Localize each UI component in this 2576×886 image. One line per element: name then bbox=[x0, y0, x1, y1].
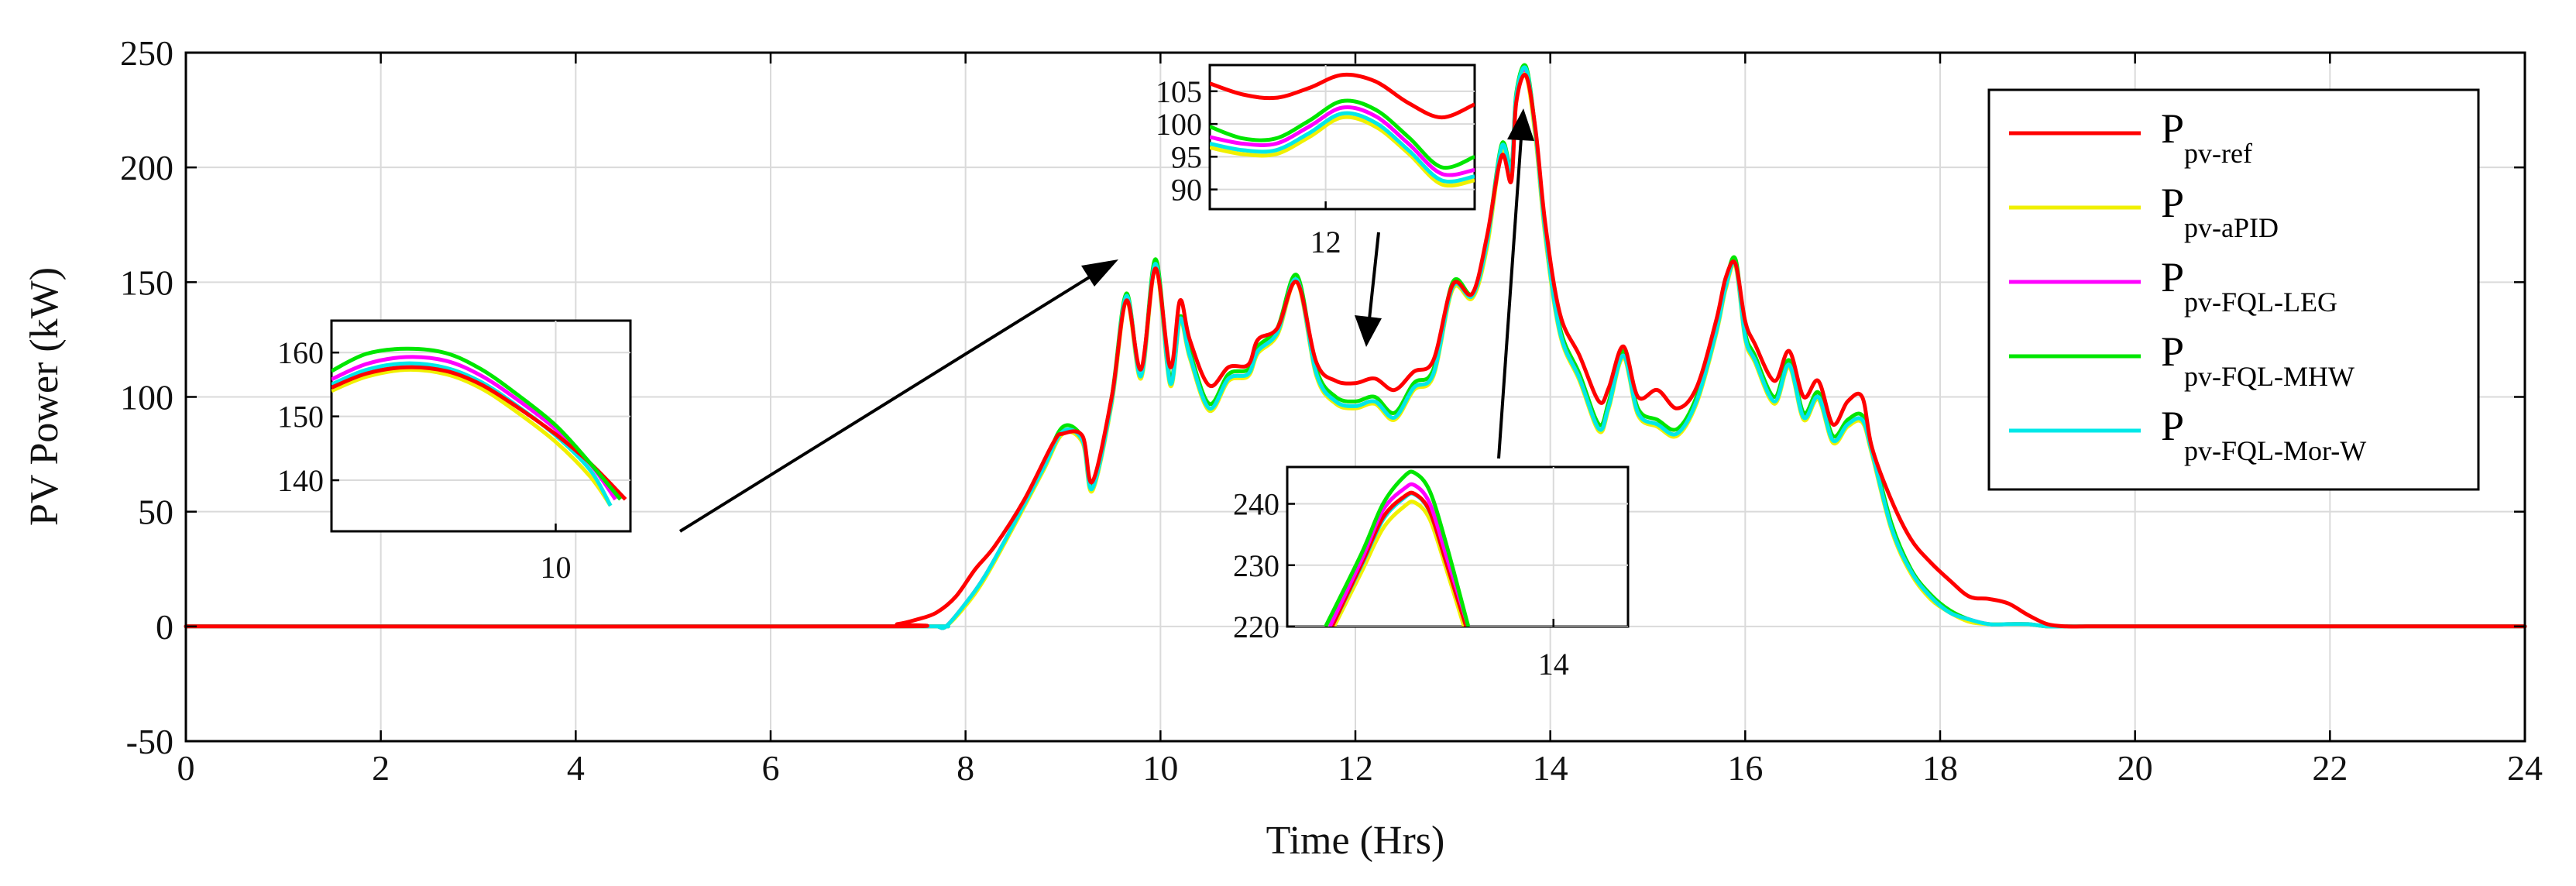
legend-label: Ppv-FQL-LEG bbox=[2161, 254, 2337, 318]
inset-series-line bbox=[1324, 469, 1471, 627]
arrow-to-14h-head bbox=[1507, 108, 1534, 141]
x-tick-label: 8 bbox=[957, 748, 974, 788]
x-tick-label: 6 bbox=[762, 748, 780, 788]
inset-x-tick-label: 10 bbox=[541, 550, 572, 585]
x-tick-label: 14 bbox=[1533, 748, 1568, 788]
inset-x-tick-label: 12 bbox=[1310, 225, 1341, 259]
inset-10h: 140 150 160 10 bbox=[277, 319, 632, 585]
axis-ticks bbox=[184, 51, 2526, 743]
inset-x-tick-label: 14 bbox=[1538, 647, 1569, 682]
legend-label: Ppv-FQL-MHW bbox=[2161, 328, 2354, 392]
y-tick-label: 250 bbox=[120, 33, 173, 73]
legend: Ppv-ref Ppv-aPID Ppv-FQL-LEG Ppv-FQL-MHW Ppv… bbox=[1987, 88, 2480, 491]
arrow-to-12h bbox=[1368, 232, 1380, 320]
inset-series-line bbox=[1210, 105, 1475, 177]
x-tick-label: 10 bbox=[1142, 748, 1178, 788]
inset-series-line bbox=[331, 346, 623, 501]
inset-y-tick-label: 220 bbox=[1233, 610, 1279, 644]
inset-series-line bbox=[1210, 72, 1475, 120]
inset-y-tick-label: 90 bbox=[1171, 173, 1202, 208]
y-axis-label: PV Power (kW) bbox=[22, 267, 67, 526]
inset-y-tick-label: 105 bbox=[1156, 74, 1202, 109]
inset-series-line bbox=[331, 361, 613, 507]
series-line-p-pv-ref bbox=[184, 73, 2527, 629]
inset-12h-frame bbox=[1208, 64, 1476, 211]
x-tick-label: 24 bbox=[2507, 748, 2543, 788]
inset-y-tick-label: 100 bbox=[1156, 107, 1202, 142]
inset-14h: 220 230 240 14 bbox=[1233, 465, 1630, 682]
legend-label: Ppv-aPID bbox=[2161, 180, 2279, 243]
x-axis-label: Time (Hrs) bbox=[1266, 819, 1445, 863]
inset-series-line bbox=[331, 367, 613, 507]
annotation-arrows bbox=[678, 108, 1534, 533]
y-tick-label: 100 bbox=[120, 378, 173, 417]
inset-y-tick-label: 230 bbox=[1233, 548, 1279, 583]
inset-y-tick-label: 95 bbox=[1171, 139, 1202, 174]
inset-series-line bbox=[1327, 482, 1471, 627]
x-tick-label: 16 bbox=[1727, 748, 1763, 788]
arrow-to-14h bbox=[1497, 137, 1523, 459]
legend-items: Ppv-ref Ppv-aPID Ppv-FQL-LEG Ppv-FQL-MHW Ppv… bbox=[2009, 105, 2366, 466]
x-tick-label: 12 bbox=[1338, 748, 1373, 788]
x-tick-label: 2 bbox=[372, 748, 390, 788]
arrow-to-10h-head bbox=[1081, 259, 1118, 287]
y-tick-label: 50 bbox=[138, 493, 173, 532]
arrow-to-12h-head bbox=[1355, 315, 1382, 347]
x-tick-label: 0 bbox=[177, 748, 195, 788]
x-tick-label: 18 bbox=[1922, 748, 1958, 788]
inset-series-line bbox=[1210, 98, 1475, 170]
y-tick-label: -50 bbox=[126, 722, 173, 761]
legend-label: Ppv-ref bbox=[2161, 105, 2252, 169]
inset-y-tick-label: 240 bbox=[1233, 487, 1279, 522]
inset-series-line bbox=[1210, 111, 1475, 184]
x-tick-label: 20 bbox=[2117, 748, 2153, 788]
x-tick-label: 4 bbox=[567, 748, 585, 788]
y-tick-label: 200 bbox=[120, 148, 173, 187]
legend-label: Ppv-FQL-Mor-W bbox=[2161, 403, 2366, 466]
inset-series-line bbox=[1210, 115, 1475, 188]
inset-10h-frame bbox=[330, 319, 632, 533]
arrow-to-10h bbox=[678, 271, 1098, 533]
legend-box bbox=[1987, 88, 2480, 491]
y-tick-label: 150 bbox=[120, 263, 173, 302]
x-tick-label: 22 bbox=[2312, 748, 2348, 788]
y-tick-label: 0 bbox=[156, 607, 173, 647]
inset-y-tick-label: 140 bbox=[277, 463, 324, 498]
inset-y-tick-label: 150 bbox=[277, 400, 324, 434]
inset-y-tick-label: 160 bbox=[277, 335, 324, 370]
main-plot-series bbox=[184, 63, 2527, 630]
